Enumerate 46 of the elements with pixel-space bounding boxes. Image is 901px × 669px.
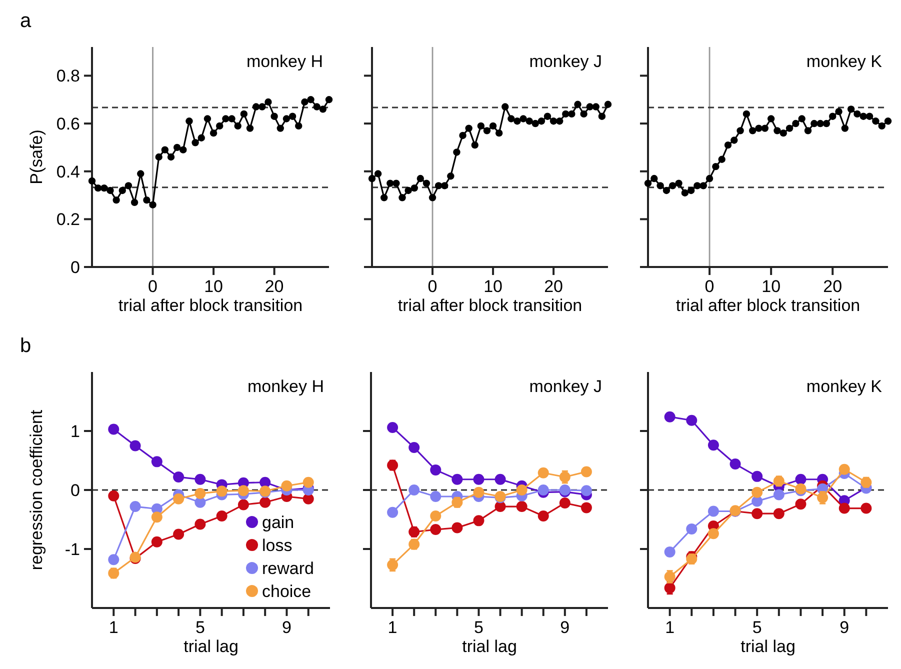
x-tick-label: 20 bbox=[823, 277, 842, 296]
y-tick-label: 0.6 bbox=[56, 114, 80, 134]
legend-label: gain bbox=[262, 512, 294, 532]
x-axis-title: trial lag bbox=[462, 637, 517, 656]
x-axis-title: trial after block transition bbox=[676, 296, 860, 315]
x-tick-label: 10 bbox=[762, 277, 781, 296]
text: a bbox=[20, 10, 32, 32]
x-tick-label: 0 bbox=[704, 277, 714, 296]
y-tick-label: 0 bbox=[70, 480, 80, 500]
y-tick-label: 0.4 bbox=[56, 162, 80, 182]
chart-title: monkey H bbox=[247, 377, 324, 396]
x-tick-label: 5 bbox=[195, 618, 205, 637]
x-axis-title: trial lag bbox=[184, 637, 238, 656]
y-axis-title: regression coefficient bbox=[27, 410, 46, 570]
y-tick-label: 1 bbox=[70, 422, 80, 441]
x-tick-label: 10 bbox=[204, 277, 223, 296]
y-axis-title: P(safe) bbox=[27, 130, 46, 184]
x-tick-label: 9 bbox=[840, 618, 850, 637]
x-axis-title: trial lag bbox=[740, 637, 796, 656]
x-tick-label: 1 bbox=[388, 618, 398, 637]
chart-title: monkey H bbox=[246, 52, 323, 71]
x-tick-label: 20 bbox=[544, 277, 563, 296]
x-tick-label: 1 bbox=[665, 618, 675, 637]
chart-title: monkey K bbox=[806, 52, 883, 71]
x-tick-label: 1 bbox=[108, 618, 118, 637]
x-tick-label: 5 bbox=[474, 618, 484, 637]
legend-label: loss bbox=[262, 536, 292, 555]
x-tick-label: 20 bbox=[264, 277, 284, 296]
x-axis-title: trial after block transition bbox=[118, 296, 303, 315]
legend-label: choice bbox=[262, 582, 312, 601]
x-tick-label: 0 bbox=[428, 277, 438, 296]
x-tick-label: 10 bbox=[484, 277, 502, 296]
chart-title: monkey J bbox=[529, 52, 602, 71]
x-tick-label: 9 bbox=[282, 618, 292, 637]
y-tick-label: -1 bbox=[64, 540, 80, 559]
text: b bbox=[20, 335, 32, 357]
y-tick-label: 0.8 bbox=[56, 66, 80, 86]
y-tick-label: 0.2 bbox=[56, 210, 80, 230]
chart-title: monkey K bbox=[806, 377, 883, 396]
x-axis-title: trial after block transition bbox=[398, 296, 582, 315]
legend-label: reward bbox=[262, 558, 314, 578]
x-tick-label: 0 bbox=[148, 277, 158, 296]
x-tick-label: 5 bbox=[752, 618, 762, 637]
y-tick-label: 0 bbox=[70, 258, 80, 277]
x-tick-label: 9 bbox=[560, 618, 570, 637]
chart-title: monkey J bbox=[529, 377, 602, 396]
